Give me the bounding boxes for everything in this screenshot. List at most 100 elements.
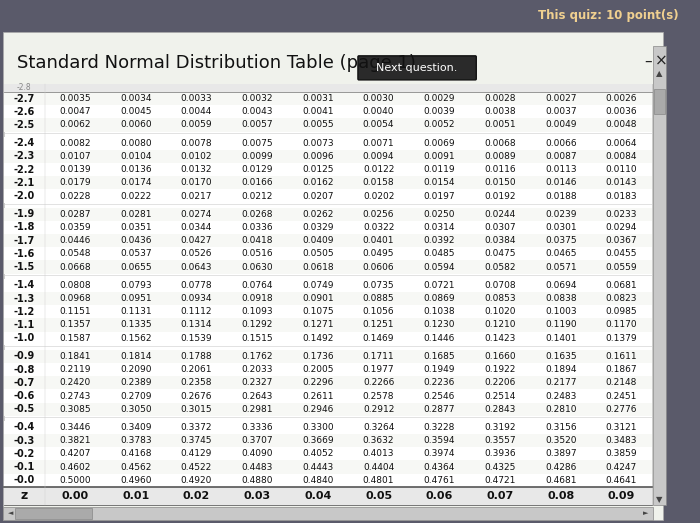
Text: 0.4052: 0.4052 <box>302 449 334 458</box>
Text: 0.3446: 0.3446 <box>60 423 91 432</box>
Text: -1.0: -1.0 <box>13 333 35 343</box>
Text: 0.0043: 0.0043 <box>241 107 273 116</box>
Bar <box>4 92 652 105</box>
Text: 0.2033: 0.2033 <box>241 365 273 374</box>
Bar <box>4 118 652 132</box>
Text: 0.2420: 0.2420 <box>60 378 90 388</box>
Text: 0.0571: 0.0571 <box>545 263 577 271</box>
Text: 0.1210: 0.1210 <box>484 321 516 329</box>
Text: 0.1977: 0.1977 <box>363 365 394 374</box>
Text: 0.0051: 0.0051 <box>484 120 516 130</box>
Text: 0.0150: 0.0150 <box>484 178 516 187</box>
Text: 0.0495: 0.0495 <box>363 249 394 258</box>
Text: 0.0146: 0.0146 <box>545 178 577 187</box>
Text: 0.3336: 0.3336 <box>241 423 273 432</box>
Text: 0.0475: 0.0475 <box>484 249 516 258</box>
Text: 0.04: 0.04 <box>304 491 332 501</box>
Bar <box>4 434 652 447</box>
Text: -2.2: -2.2 <box>13 165 35 175</box>
Text: 0.1515: 0.1515 <box>241 334 273 343</box>
Text: 0.3085: 0.3085 <box>60 405 91 414</box>
Text: 0.4090: 0.4090 <box>241 449 273 458</box>
Text: 0.4801: 0.4801 <box>363 476 394 485</box>
Bar <box>4 421 652 434</box>
Text: Next question.: Next question. <box>377 63 458 73</box>
Text: 0.2206: 0.2206 <box>484 378 516 388</box>
Text: -0.4: -0.4 <box>13 423 35 433</box>
Text: 0.0054: 0.0054 <box>363 120 394 130</box>
Text: 0.0091: 0.0091 <box>424 152 455 161</box>
Text: 0.0655: 0.0655 <box>120 263 151 271</box>
Text: 0.4483: 0.4483 <box>241 462 273 472</box>
Text: ▲: ▲ <box>657 70 663 78</box>
Text: 0.0217: 0.0217 <box>181 191 212 200</box>
Bar <box>4 487 652 505</box>
Text: 0.0465: 0.0465 <box>545 249 577 258</box>
Text: 0.2177: 0.2177 <box>545 378 577 388</box>
Text: 0.3300: 0.3300 <box>302 423 334 432</box>
Text: 0.0207: 0.0207 <box>302 191 334 200</box>
Text: 0.0427: 0.0427 <box>181 236 212 245</box>
Text: 0.0307: 0.0307 <box>484 223 516 232</box>
Text: 0.2810: 0.2810 <box>545 405 577 414</box>
Text: 0.0485: 0.0485 <box>424 249 455 258</box>
Bar <box>4 208 652 221</box>
Text: 0.0764: 0.0764 <box>241 281 273 290</box>
Text: 0.0040: 0.0040 <box>363 107 394 116</box>
Text: 0.0808: 0.0808 <box>60 281 91 290</box>
Text: 0.0078: 0.0078 <box>181 139 212 147</box>
Text: 0.0694: 0.0694 <box>545 281 577 290</box>
Text: 0.2090: 0.2090 <box>120 365 151 374</box>
Text: -0.2: -0.2 <box>13 449 35 459</box>
Text: 0.0060: 0.0060 <box>120 120 151 130</box>
Text: 0.0188: 0.0188 <box>545 191 577 200</box>
Text: 0.2611: 0.2611 <box>302 392 334 401</box>
Text: 0.1949: 0.1949 <box>424 365 455 374</box>
Bar <box>4 84 652 92</box>
Text: 0.0228: 0.0228 <box>60 191 91 200</box>
Text: 0.3859: 0.3859 <box>606 449 637 458</box>
Text: -1.4: -1.4 <box>13 280 35 290</box>
Text: 0.1841: 0.1841 <box>60 352 91 361</box>
Text: 0.0594: 0.0594 <box>424 263 455 271</box>
Text: 0.0084: 0.0084 <box>606 152 637 161</box>
Text: 0.3557: 0.3557 <box>484 436 516 445</box>
Text: 0.2483: 0.2483 <box>545 392 576 401</box>
Text: 0.1611: 0.1611 <box>606 352 637 361</box>
Text: 0.3050: 0.3050 <box>120 405 151 414</box>
Text: 0.2776: 0.2776 <box>606 405 637 414</box>
Text: 0.4681: 0.4681 <box>545 476 577 485</box>
Bar <box>4 292 652 305</box>
Text: 0.4761: 0.4761 <box>424 476 455 485</box>
Bar <box>3 507 653 520</box>
Text: 0.0436: 0.0436 <box>120 236 151 245</box>
Text: Standard Normal Distribution Table (page 1): Standard Normal Distribution Table (page… <box>18 54 416 72</box>
Text: 0.1093: 0.1093 <box>241 307 273 316</box>
Text: 0.0096: 0.0096 <box>302 152 334 161</box>
Text: 0.0031: 0.0031 <box>302 94 334 103</box>
Text: 0.00: 0.00 <box>62 491 88 501</box>
Text: 0.4840: 0.4840 <box>302 476 334 485</box>
Text: 0.1814: 0.1814 <box>120 352 151 361</box>
Text: 0.2877: 0.2877 <box>424 405 455 414</box>
Text: 0.4920: 0.4920 <box>181 476 212 485</box>
Bar <box>4 350 652 363</box>
Text: 0.1762: 0.1762 <box>241 352 273 361</box>
Text: 0.0104: 0.0104 <box>120 152 151 161</box>
Bar <box>654 89 666 114</box>
Text: 0.1867: 0.1867 <box>606 365 637 374</box>
Text: 0.0401: 0.0401 <box>363 236 394 245</box>
Text: 0.0367: 0.0367 <box>606 236 637 245</box>
Text: 0.0344: 0.0344 <box>181 223 212 232</box>
Text: 0.1251: 0.1251 <box>363 321 394 329</box>
Text: 0.0035: 0.0035 <box>60 94 91 103</box>
Text: -1.1: -1.1 <box>13 320 35 330</box>
Text: 0.0212: 0.0212 <box>241 191 273 200</box>
Text: ×: × <box>655 54 668 69</box>
Text: -1.3: -1.3 <box>13 293 35 303</box>
Text: -0.0: -0.0 <box>13 475 35 485</box>
Text: 0.0068: 0.0068 <box>484 139 516 147</box>
Text: 0.0274: 0.0274 <box>181 210 212 219</box>
Text: 0.4404: 0.4404 <box>363 462 394 472</box>
Text: 0.5000: 0.5000 <box>60 476 91 485</box>
